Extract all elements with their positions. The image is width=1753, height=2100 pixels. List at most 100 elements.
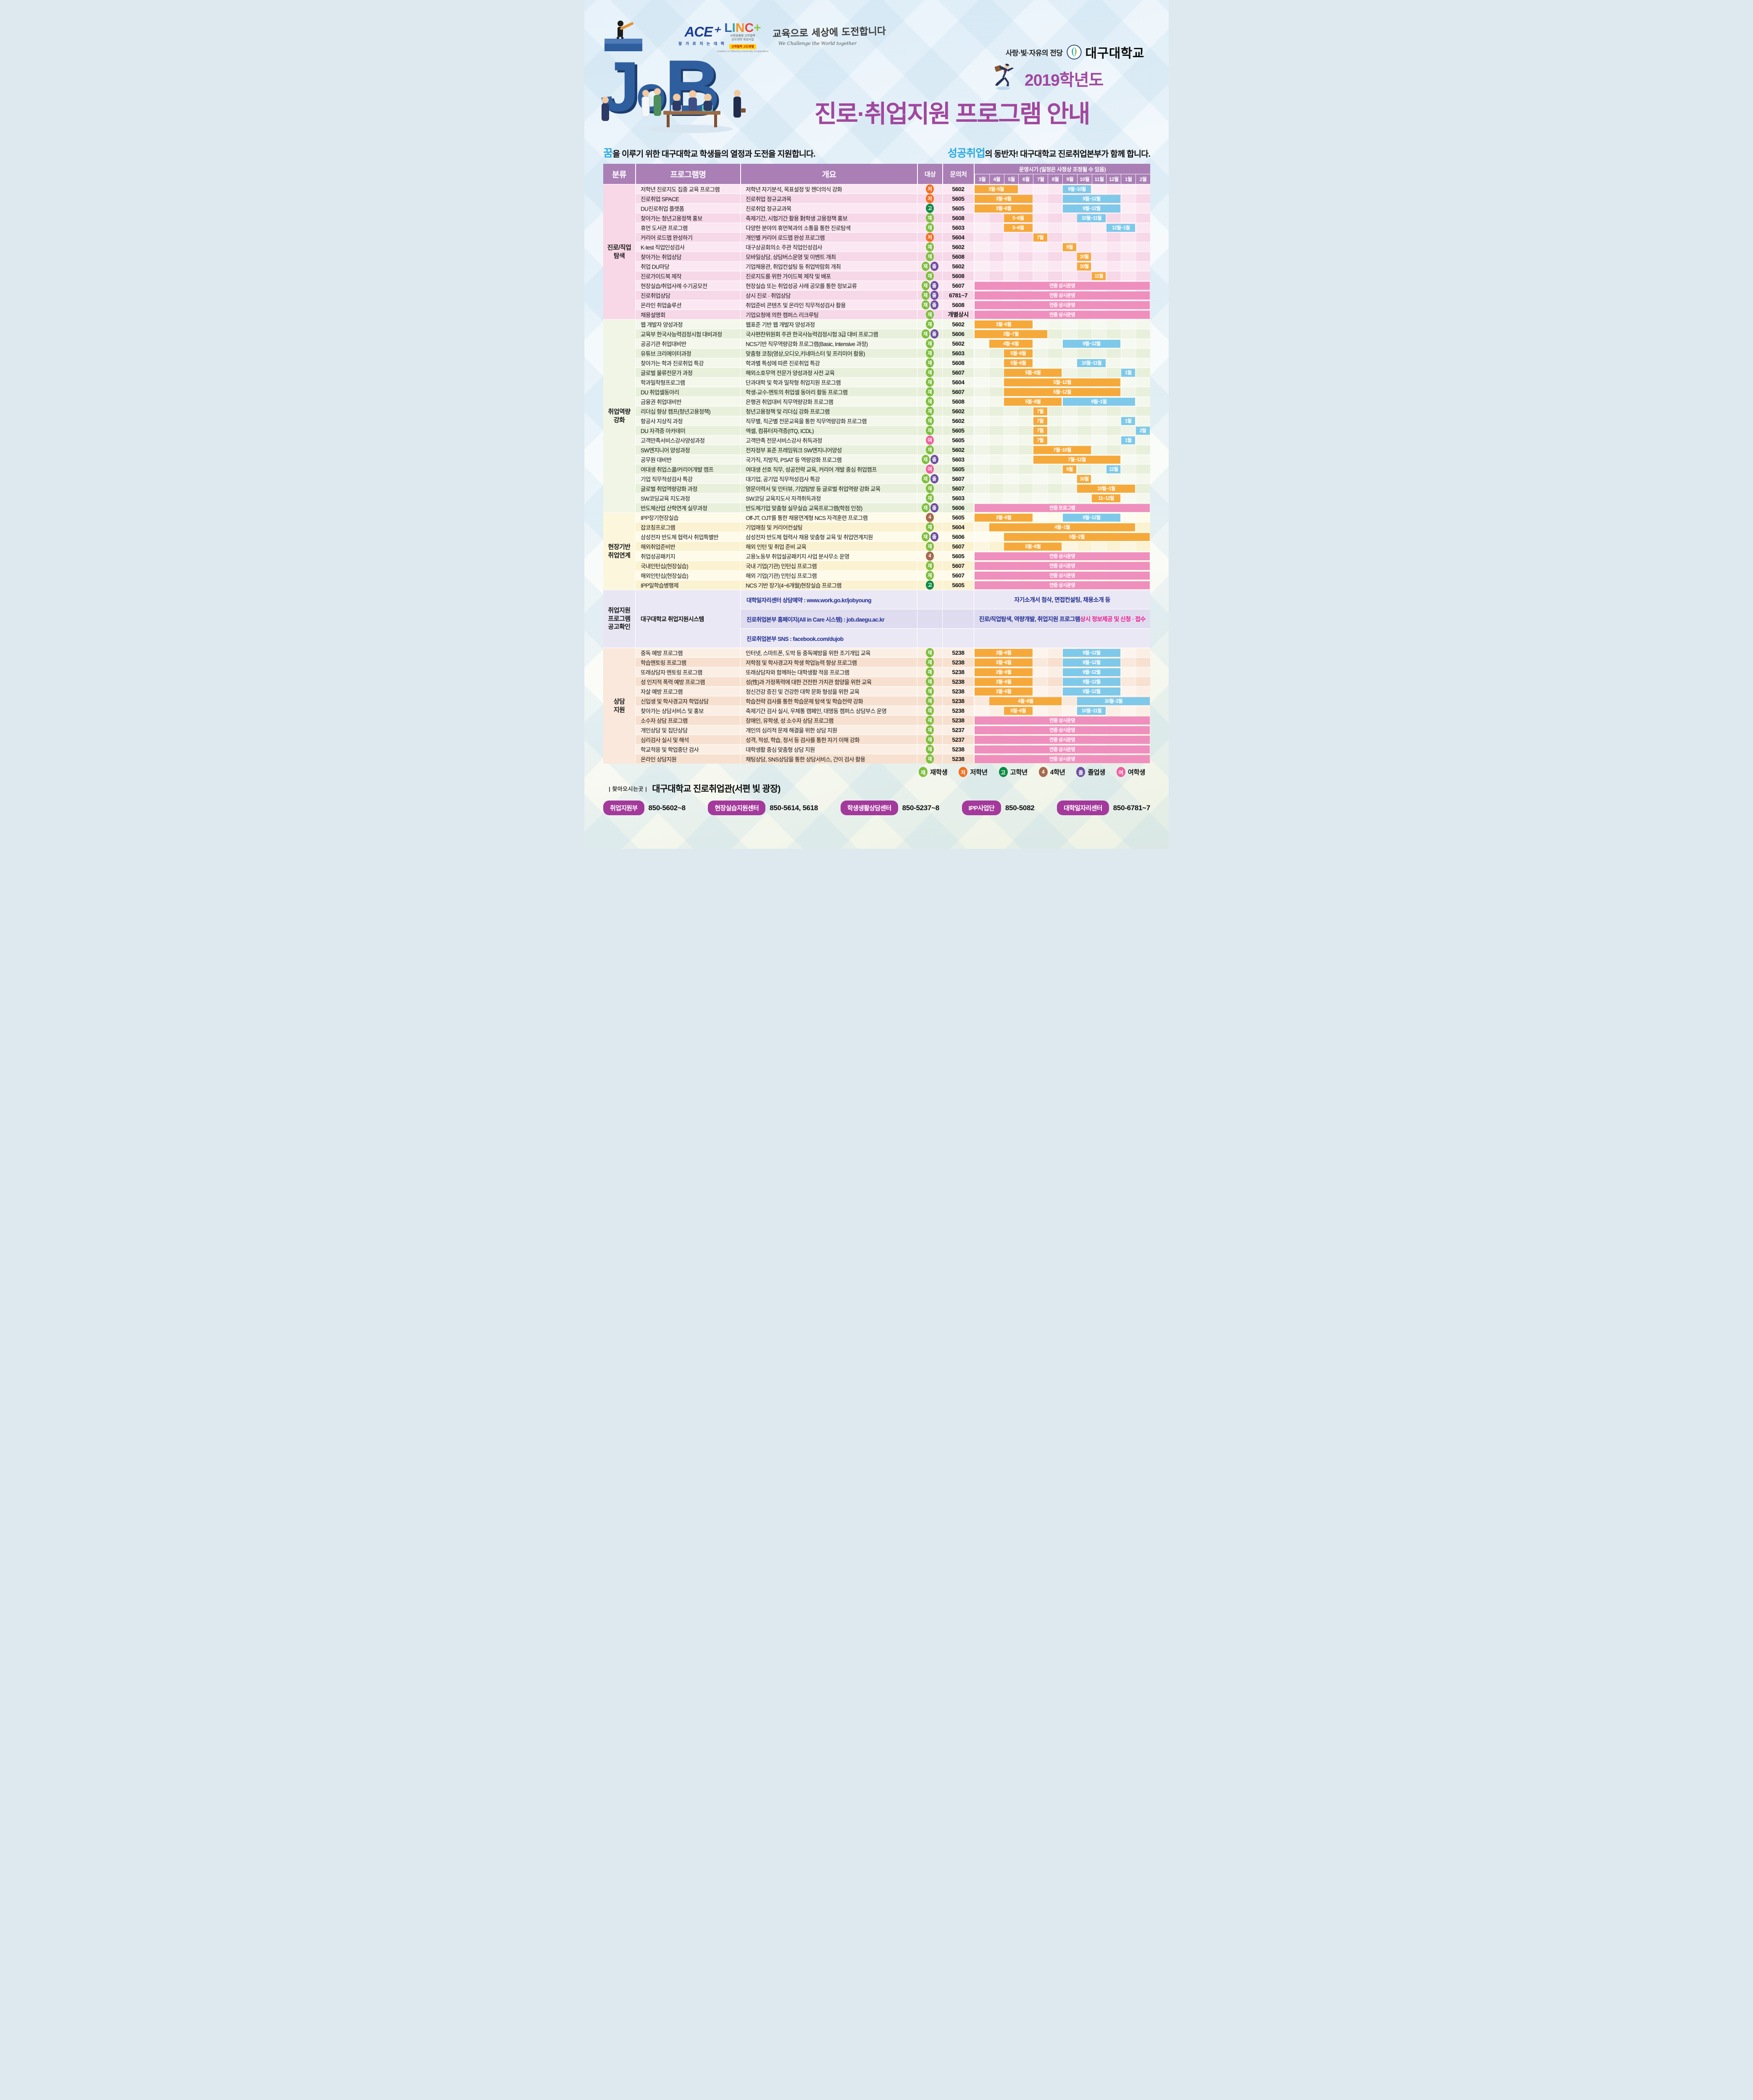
linc-tagline-1: 사회맞춤형 산학협력	[730, 34, 755, 37]
target-badge-재: 재	[921, 291, 930, 300]
contact-phone-cell: 5604	[942, 377, 974, 387]
contact-phone-cell: 5607	[942, 561, 974, 570]
program-name-cell: SW코딩교육 지도과정	[635, 493, 740, 503]
target-cell: 저	[917, 184, 942, 194]
program-name-cell: 찾아가는 취업상담	[635, 252, 740, 261]
contact-phone-cell: 5605	[942, 512, 974, 522]
target-badge-재: 재	[926, 320, 934, 329]
ace-logo: ACE⁺ 잘 가 르 치 는 대 학	[678, 24, 725, 46]
schedule-bar: 3월~6월	[975, 687, 1033, 696]
linc-letter: N	[735, 21, 745, 35]
schedule-note	[974, 628, 1150, 648]
schedule-bar: 연중 상시운영	[975, 716, 1150, 724]
target-cell: 재	[917, 522, 942, 532]
target-cell: 저	[917, 194, 942, 203]
legend-item-여: 여 여학생	[1116, 767, 1146, 777]
visit-label: | 찾아오시는곳 |	[609, 785, 647, 792]
schedule-bar: 3월~6월	[975, 677, 1033, 686]
target-cell: 재	[917, 377, 942, 387]
contact-phone-cell: 5605	[942, 194, 974, 203]
program-overview-cell: 모바일상담, 상담버스운영 및 이벤트 개최	[740, 252, 917, 261]
program-name-cell: 중독 예방 프로그램	[635, 648, 740, 657]
target-badge-재: 재	[926, 494, 934, 503]
target-badge-졸: 졸	[930, 300, 938, 310]
system-link[interactable]: 진로취업본부 홈페이지(All in Care 시스템) : job.daegu…	[740, 609, 917, 628]
intro-right-highlight: 성공취업	[947, 147, 986, 159]
contact-phone-number: 850-5602~8	[648, 803, 686, 812]
schedule-bar: 9월~12월	[1062, 204, 1121, 213]
target-badge-저: 저	[926, 233, 934, 242]
schedule-lane: 5월~12월	[974, 377, 1150, 387]
schedule-lane: 연중 프로그램	[974, 503, 1150, 512]
program-overview-cell: 여대생 선호 직무, 성공전략 교육, 커리어 개발 중심 취업캠프	[740, 464, 917, 474]
schedule-bar: 연중 프로그램	[975, 504, 1150, 512]
schedule-lane: 연중 상시운영	[974, 570, 1150, 580]
contact-phone-cell: 5602	[942, 416, 974, 425]
target-badge-고: 고	[926, 204, 934, 213]
linc-letter: C	[744, 21, 754, 35]
contact-phone-cell: 5238	[942, 686, 974, 696]
column-header-program: 프로그램명	[635, 164, 740, 184]
target-badge-재: 재	[926, 484, 934, 493]
column-header-category: 분류	[612, 170, 626, 179]
program-name-cell: 해외취업준비반	[635, 541, 740, 551]
month-header-cell: 9월	[1062, 174, 1077, 184]
schedule-lane: 11월	[974, 271, 1150, 281]
table-body: 진로/직업 탐색 저학년 진로지도 집중 교육 프로그램 저학년 자기분석, 목표설정…	[603, 184, 1150, 764]
program-name-cell: DU 취업셀동아리	[635, 387, 740, 396]
target-badge-재: 재	[926, 397, 934, 406]
target-badge-여: 여	[926, 436, 934, 445]
schedule-lane: 5월~6월	[974, 348, 1150, 358]
schedule-bar: 10월~11월	[1077, 706, 1106, 715]
program-overview-cell: 상시 진로 · 취업상담	[740, 290, 917, 300]
schedule-bar: 연중 상시운영	[975, 552, 1150, 560]
target-cell: 재	[917, 348, 942, 358]
program-overview-cell: NCS기반 직무역량강화 프로그램(Basic, Intensive 과정)	[740, 339, 917, 348]
target-badge-재: 재	[926, 387, 934, 396]
legend-label: 여학생	[1127, 769, 1146, 776]
program-overview-cell: 단과대학 및 학과 밀착형 취업지원 프로그램	[740, 377, 917, 387]
contact-phone-cell: 5238	[942, 706, 974, 715]
contact-item: 취업지원부 850-5602~8	[603, 801, 686, 815]
schedule-bar: 10월	[1077, 475, 1091, 483]
contact-phone-cell: 5237	[942, 735, 974, 744]
schedule-bar: 1월	[1121, 368, 1135, 377]
program-name-cell: 진로취업상담	[635, 290, 740, 300]
schedule-bar: 5~6월	[1004, 214, 1033, 222]
schedule-bar: 연중 상시운영	[975, 310, 1150, 319]
contact-phone-cell-empty	[942, 590, 974, 609]
target-badge-재: 재	[926, 754, 934, 764]
intro-right-text: 의 동반자! 대구대학교 진로취업본부가 함께 합니다.	[985, 150, 1151, 159]
contact-phone-cell: 5605	[942, 551, 974, 561]
program-overview-cell: 대기업, 공기업 직무적성검사 특강	[740, 474, 917, 483]
target-cell: 재	[917, 483, 942, 493]
contact-phone-cell: 5238	[942, 754, 974, 764]
section-label-line: 강화	[613, 416, 625, 424]
slogan-korean: 교육으로 세상에 도전합니다	[772, 25, 886, 40]
program-overview-cell: 인터넷, 스마트폰, 도박 등 중독예방을 위한 조기개입 교육	[740, 648, 917, 657]
schedule-bar: 연중 상시운영	[975, 726, 1150, 734]
contact-phone-cell: 5605	[942, 464, 974, 474]
target-badge-졸: 졸	[930, 503, 938, 512]
target-cell: 재	[917, 310, 942, 319]
target-cell: 여	[917, 464, 942, 474]
target-cell: 재	[917, 358, 942, 368]
schedule-bar: 연중 상시운영	[975, 745, 1150, 753]
schedule-bar: 3월~6월	[975, 194, 1033, 203]
program-name-cell: 금융권 취업대비반	[635, 396, 740, 406]
legend-badge-고: 고	[999, 767, 1008, 777]
schedule-lane: 연중 상시운영	[974, 580, 1150, 590]
program-overview-cell: 축제기간 검사 실시, 우체통 캠페인, 대명동 캠퍼스 상담부스 운영	[740, 706, 917, 715]
system-link[interactable]: 진로취업본부 SNS : facebook.com/dujob	[740, 628, 917, 648]
program-overview-cell: 학과별 특성에 따른 진로취업 특강	[740, 358, 917, 368]
system-link[interactable]: 대학일자리센터 상담예약 : www.work.go.kr/jobyoung	[740, 590, 917, 609]
target-cell: 재	[917, 561, 942, 570]
target-cell: 재	[917, 271, 942, 281]
program-name-cell: 성 인지적 폭력 예방 프로그램	[635, 677, 740, 686]
program-overview-cell: 웹표준 기반 웹 개발자 양성과정	[740, 319, 917, 329]
month-header-cell: 5월	[1004, 174, 1019, 184]
year-badge: 2019학년도	[988, 61, 1104, 91]
schedule-bar: 1월	[1121, 436, 1135, 444]
target-badge-재: 재	[926, 716, 934, 725]
